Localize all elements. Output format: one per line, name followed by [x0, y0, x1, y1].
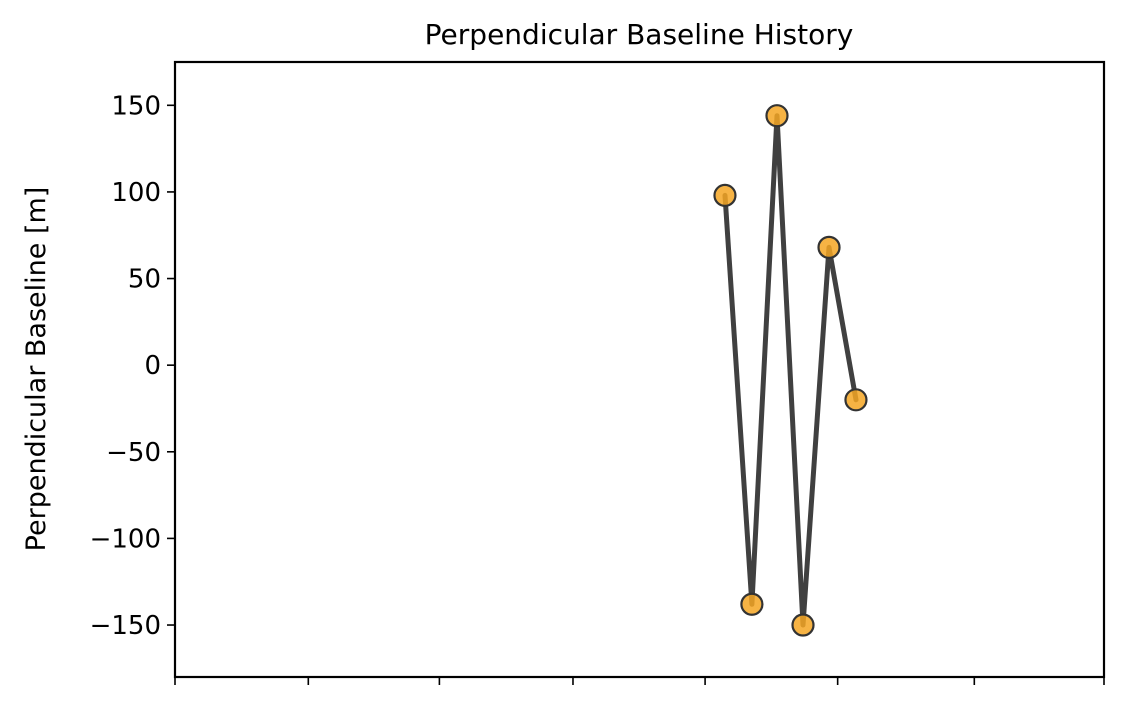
- plot-frame: [173, 60, 1106, 679]
- series-line: [722, 113, 859, 628]
- y-tick-label: −150: [90, 611, 161, 641]
- chart-title: Perpendicular Baseline History: [425, 18, 854, 51]
- data-point: [765, 104, 789, 128]
- plot-area: [713, 104, 868, 637]
- data-point: [817, 235, 841, 259]
- y-tick-label: 0: [144, 351, 161, 381]
- y-tick-label: 100: [111, 178, 161, 208]
- data-point: [740, 592, 764, 616]
- y-tick-label: −100: [90, 524, 161, 554]
- data-point: [844, 388, 868, 412]
- y-tick-label: 150: [111, 91, 161, 121]
- data-point: [791, 613, 815, 637]
- data-point: [713, 183, 737, 207]
- axis-ticks: 150 100 50 0 −50 −100 −150: [90, 91, 1105, 685]
- y-tick-label: −50: [106, 438, 161, 468]
- y-axis-label: Perpendicular Baseline [m]: [21, 187, 52, 552]
- y-tick-label: 50: [128, 265, 161, 295]
